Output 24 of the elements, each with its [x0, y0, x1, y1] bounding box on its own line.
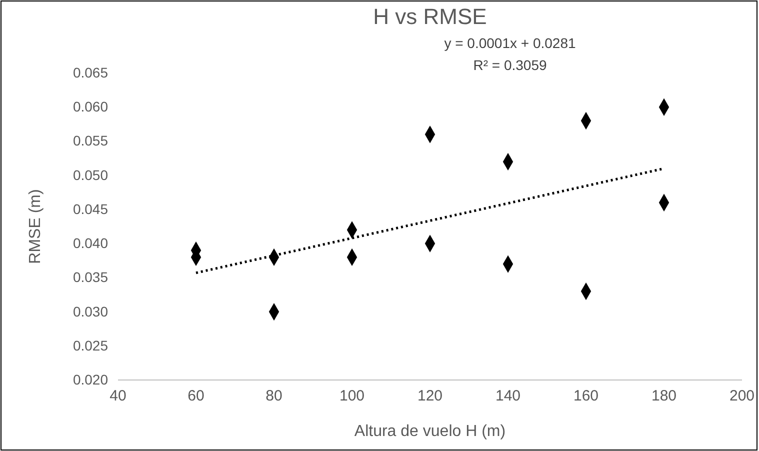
x-tick-label: 40	[110, 388, 126, 405]
y-tick-label: 0.060	[72, 98, 108, 115]
y-tick-label: 0.040	[72, 235, 108, 252]
chart-title: H vs RMSE	[373, 4, 487, 29]
x-tick-label: 120	[417, 388, 443, 405]
y-tick-label: 0.065	[72, 64, 108, 80]
y-tick-label: 0.020	[72, 371, 108, 388]
x-tick-label: 200	[729, 388, 755, 405]
y-tick-label: 0.025	[72, 337, 108, 354]
x-axis-title: Altura de vuelo H (m)	[354, 423, 506, 440]
y-tick-label: 0.045	[72, 200, 108, 217]
y-tick-label: 0.050	[72, 166, 108, 183]
y-tick-label: 0.055	[72, 132, 108, 149]
annotation: R² = 0.3059	[473, 57, 547, 73]
text: y = 0.0001x + 0.0281	[444, 35, 576, 51]
x-tick-label: 80	[266, 388, 282, 405]
x-tick-label: 160	[573, 388, 599, 405]
x-tick-label: 60	[188, 388, 204, 405]
y-tick-label: 0.035	[72, 269, 108, 286]
y-tick-label: 0.030	[72, 303, 108, 320]
x-tick-label: 180	[651, 388, 677, 405]
x-tick-label: 100	[339, 388, 365, 405]
x-tick-label: 140	[495, 388, 521, 405]
y-axis-title: RMSE (m)	[27, 189, 44, 264]
